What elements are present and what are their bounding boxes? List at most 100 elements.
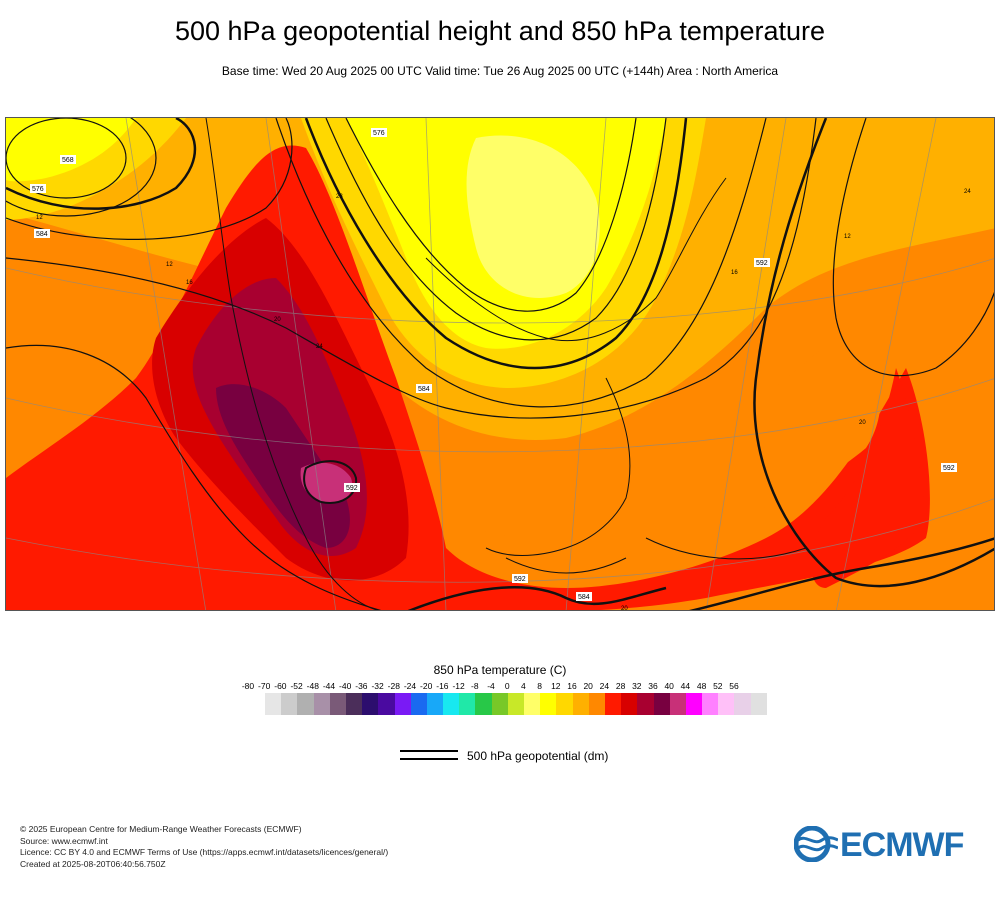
colorbar-tick-label: -24 [403, 681, 417, 691]
contour-label: 584 [418, 386, 430, 393]
temp-label: 20 [274, 317, 281, 323]
colorbar-swatch [685, 693, 703, 715]
colorbar [265, 693, 767, 715]
contour-label: 584 [578, 594, 590, 601]
contour-legend-label: 500 hPa geopotential (dm) [467, 749, 609, 763]
colorbar-tick-label: 12 [551, 681, 561, 691]
colorbar-tick-label: -28 [387, 681, 400, 691]
coastlines [205, 118, 807, 610]
colorbar-tick-label: -36 [355, 681, 368, 691]
map-canvas: 568 576 584 592 584 592 584 592 592 576 … [6, 118, 994, 610]
colorbar-tick-label: 24 [599, 681, 610, 691]
chart-subtitle: Base time: Wed 20 Aug 2025 00 UTC Valid … [221, 64, 779, 78]
colorbar-swatch [475, 693, 492, 715]
temp-band-nw-inner [6, 118, 136, 182]
colorbar-tick-label: 48 [696, 681, 707, 691]
colorbar-swatch [588, 693, 605, 715]
ecmwf-logo-icon [793, 825, 839, 863]
colorbar-title: 850 hPa temperature (C) [433, 663, 567, 677]
colorbar-tick-label: 20 [583, 681, 593, 691]
colorbar-swatch [750, 693, 767, 715]
colorbar-swatch [329, 693, 346, 715]
colorbar-tick-label: -20 [420, 681, 433, 691]
credits: © 2025 European Centre for Medium-Range … [20, 824, 388, 870]
colorbar-tick-label: -8 [471, 681, 479, 691]
colorbar-tick-label: -52 [290, 681, 303, 691]
colorbar-tick-labels: -80 -70 -60 -52 -48 -44 -40 -36 -32 -28 -24 -20 -16-… [240, 681, 760, 693]
colorbar-tick-label: 40 [664, 681, 674, 691]
temp-label: 12 [844, 234, 851, 240]
colorbar-swatch [524, 693, 541, 715]
ecmwf-logo-text: ECMWF [840, 826, 964, 864]
geopotential-contours [6, 118, 994, 610]
colorbar-swatch [572, 693, 589, 715]
temp-band-0 [466, 135, 600, 298]
colorbar-tick-label: 32 [632, 681, 642, 691]
colorbar-swatch [702, 693, 719, 715]
colorbar-tick-label: -48 [306, 681, 319, 691]
colorbar-swatch [653, 693, 670, 715]
colorbar-swatch [378, 693, 395, 715]
contour-labels: 568 576 584 592 584 592 584 592 592 576 [30, 128, 957, 601]
colorbar-swatch [297, 693, 314, 715]
temp-label: 24 [964, 189, 971, 195]
temp-band-16 [446, 318, 881, 542]
colorbar-tick-label: -80 [241, 681, 255, 691]
contour-legend: 500 hPa geopotential (dm) [400, 748, 700, 768]
credit-created: Created at 2025-08-20T06:40:56.750Z [20, 858, 166, 869]
colorbar-swatch [734, 693, 751, 715]
colorbar-tick-label: -44 [322, 681, 336, 691]
temp-label: 28 [336, 194, 343, 200]
colorbar-swatch [540, 693, 557, 715]
colorbar-tick-label: 44 [680, 681, 691, 691]
contour-label: 592 [514, 576, 526, 583]
colorbar-swatch [459, 693, 476, 715]
colorbar-tick-label: 0 [504, 681, 510, 691]
colorbar-tick-label: 36 [648, 681, 658, 691]
colorbar-swatch [345, 693, 363, 715]
temp-band-ne [766, 118, 994, 210]
temp-band-32 [216, 384, 350, 548]
weather-map: 568 576 584 592 584 592 584 592 592 576 … [5, 117, 995, 611]
credit-source: Source: www.ecmwf.int [20, 835, 108, 846]
ecmwf-logo: ECMWF [793, 825, 984, 866]
temp-label: 12 [36, 215, 43, 221]
temp-label: 12 [166, 262, 173, 268]
colorbar-swatch [362, 693, 379, 715]
colorbar-tick-label: 8 [537, 681, 542, 691]
temp-label: 16 [731, 270, 738, 276]
colorbar-swatch [491, 693, 508, 715]
colorbar-tick-label: -60 [274, 681, 287, 691]
colorbar-tick-label: 4 [521, 681, 526, 691]
colorbar-swatch [410, 693, 427, 715]
contour-label: 576 [32, 186, 44, 193]
colorbar-swatch [443, 693, 460, 715]
credit-copyright: © 2025 European Centre for Medium-Range … [20, 824, 302, 834]
colorbar-swatch [426, 693, 444, 715]
colorbar-swatch [556, 693, 573, 715]
contour-label: 592 [943, 465, 955, 472]
contour-legend-symbol [400, 750, 458, 762]
colorbar-tick-label: -16 [436, 681, 449, 691]
colorbar-swatch [621, 693, 638, 715]
colorbar-tick-label: -12 [452, 681, 465, 691]
colorbar-swatch [394, 693, 411, 715]
colorbar-tick-label: -4 [487, 681, 495, 691]
colorbar-swatch [507, 693, 524, 715]
credit-licence: Licence: CC BY 4.0 and ECMWF Terms of Us… [20, 847, 389, 857]
temp-label: 24 [316, 344, 323, 350]
contour-label: 568 [62, 157, 74, 164]
colorbar-swatch [604, 693, 622, 715]
colorbar-tick-label: 28 [615, 681, 626, 691]
temp-label: 16 [186, 280, 193, 286]
colorbar-tick-label: 16 [567, 681, 577, 691]
colorbar-swatch [718, 693, 735, 715]
colorbar-swatch [637, 693, 654, 715]
colorbar-tick-label: -70 [258, 681, 271, 691]
colorbar-swatch [669, 693, 686, 715]
colorbar-swatch [265, 693, 282, 715]
contour-label: 576 [373, 130, 385, 137]
colorbar-swatch [281, 693, 298, 715]
chart-title: 500 hPa geopotential height and 850 hPa … [174, 16, 825, 46]
temp-band-atlantic [811, 368, 926, 588]
